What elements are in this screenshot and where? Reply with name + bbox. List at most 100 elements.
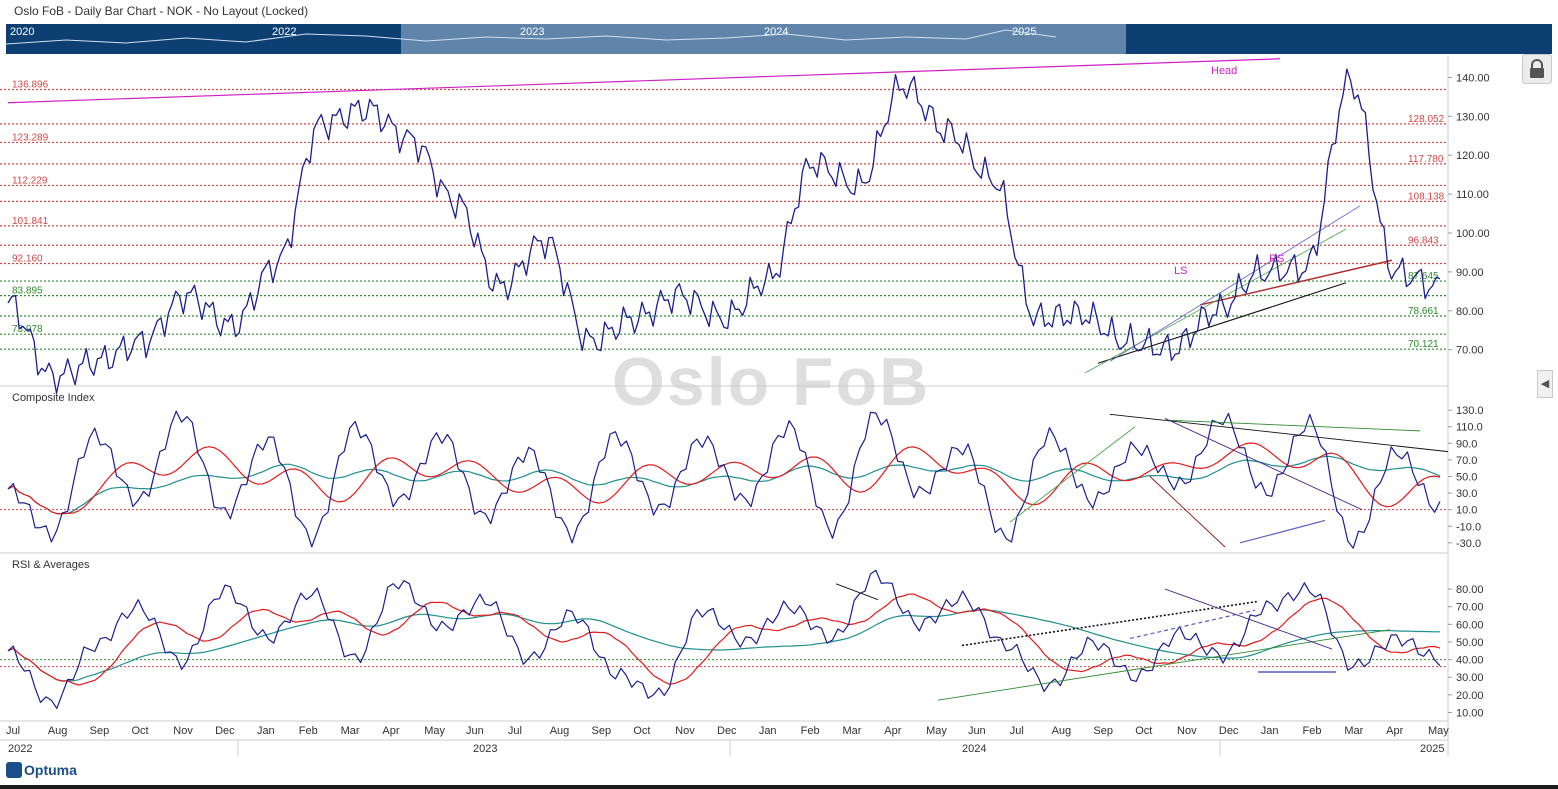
x-month-label: Dec [215,725,235,737]
lock-button[interactable] [1522,54,1552,84]
x-month-label: Jan [257,725,275,737]
y-tick-label: 40.00 [1456,655,1484,667]
x-month-label: Apr [884,725,901,737]
nav-year-label: 2023 [520,26,545,38]
y-tick-label: 70.0 [1456,455,1477,467]
level-label: 128.052 [1408,114,1445,125]
level-label: 108.138 [1408,191,1445,202]
level-label: 96.843 [1408,235,1439,246]
x-year-label: 2024 [962,743,986,755]
y-tick-label: 80.00 [1456,584,1484,596]
y-tick-label: 120.00 [1456,150,1490,162]
level-label: 92.160 [12,253,43,264]
x-month-label: Mar [842,725,861,737]
rs-annotation: RS [1269,253,1284,265]
y-tick-label: 50.00 [1456,637,1484,649]
composite-fast-avg [7,442,1441,515]
composite-trendline [1164,419,1421,432]
x-month-label: Aug [48,725,68,737]
x-month-label: Oct [131,725,148,737]
channel-line [1109,205,1361,362]
composite-panel: -30.0 -10.0 10.0 30.0 50.0 70.0 90.0 110.0 130.0 [0,405,1484,550]
y-tick-label: 20.00 [1456,690,1484,702]
x-month-label: Jan [759,725,777,737]
y-tick-label: 50.0 [1456,472,1477,484]
x-month-label: Sep [1093,725,1113,737]
level-label: 78.661 [1408,306,1439,317]
neckline [1199,259,1393,306]
x-month-label: Oct [633,725,650,737]
y-tick-label: 110.00 [1456,189,1489,201]
composite-line [7,410,1441,549]
rsi-panel: 10.00 20.00 30.00 40.00 50.00 60.00 70.00 80.00 [0,569,1484,719]
x-year-label: 2023 [473,743,497,755]
nav-year-label: 2022 [272,26,297,38]
composite-trendline [1109,413,1449,453]
x-year-label: 2022 [8,743,32,755]
rsi-slow-avg [7,609,1440,682]
y-tick-label: 130.0 [1456,405,1484,417]
x-month-label: Feb [801,725,820,737]
rsi-trendline [1164,588,1333,650]
composite-trendline [1009,426,1136,523]
x-month-label: Nov [173,725,193,737]
x-month-label: May [1428,725,1449,737]
watermark: Oslo FoB [612,344,931,420]
y-tick-label: 100.00 [1456,228,1490,240]
composite-slow-avg [7,455,1441,515]
x-month-label: Mar [1344,725,1363,737]
x-month-label: Sep [90,725,110,737]
y-tick-label: 30.0 [1456,488,1477,500]
x-axis: Jul Aug Sep Oct Nov Dec Jan Feb Mar Apr May Jun Jul A… [0,725,1449,756]
chevron-left-icon: ◀ [1540,378,1550,390]
y-tick-label: 130.00 [1456,111,1490,123]
x-year-label: 2025 [1420,743,1444,755]
x-month-label: May [926,725,947,737]
x-month-label: Sep [592,725,612,737]
logo-mark-icon [6,762,22,778]
x-month-label: Oct [1135,725,1152,737]
level-label: 112.229 [12,175,48,186]
price-line [7,68,1441,394]
rsi-trendline [1129,609,1256,640]
composite-trendline [1164,418,1363,511]
resistance-trendline [7,58,1281,104]
optuma-logo: Optuma [6,762,77,778]
window-title: Oslo FoB - Daily Bar Chart - NOK - No La… [14,4,309,18]
rsi-trendline [961,600,1259,647]
y-tick-label: 60.00 [1456,619,1484,631]
y-tick-label: 140.00 [1456,72,1490,84]
x-month-label: Jul [1010,725,1024,737]
level-label: 87.645 [1408,271,1439,282]
collapse-panel-button[interactable]: ◀ [1537,370,1553,398]
x-month-label: Jan [1261,725,1279,737]
level-label: 83.895 [12,286,43,297]
x-month-label: Nov [1177,725,1197,737]
y-tick-label: 80.00 [1456,306,1484,318]
x-month-label: Apr [382,725,399,737]
rsi-trendline [937,629,1391,701]
x-month-label: Apr [1386,725,1403,737]
rsi-trendline [835,583,879,601]
nav-year-label: 2025 [1012,26,1037,38]
y-tick-label: 30.00 [1456,672,1484,684]
x-month-label: Jun [968,725,986,737]
x-month-label: Mar [341,725,360,737]
navigator-window[interactable] [401,24,1126,54]
y-tick-label: 70.00 [1456,345,1484,357]
composite-panel-title: Composite Index [12,392,95,404]
x-month-label: Jun [466,725,484,737]
channel-line [1084,228,1347,374]
y-tick-label: 90.0 [1456,438,1477,450]
x-month-label: Nov [675,725,695,737]
y-tick-label: 90.00 [1456,267,1484,279]
level-label: 136.896 [12,80,49,91]
x-month-label: Dec [1219,725,1239,737]
lock-icon [1530,59,1544,78]
navigator-strip[interactable]: 2020 2022 2023 2024 2025 [6,24,1552,54]
nav-year-label: 2020 [10,26,35,38]
composite-trendline [1239,519,1326,544]
y-tick-label: -30.0 [1456,538,1481,550]
level-label: 123.289 [12,132,49,143]
